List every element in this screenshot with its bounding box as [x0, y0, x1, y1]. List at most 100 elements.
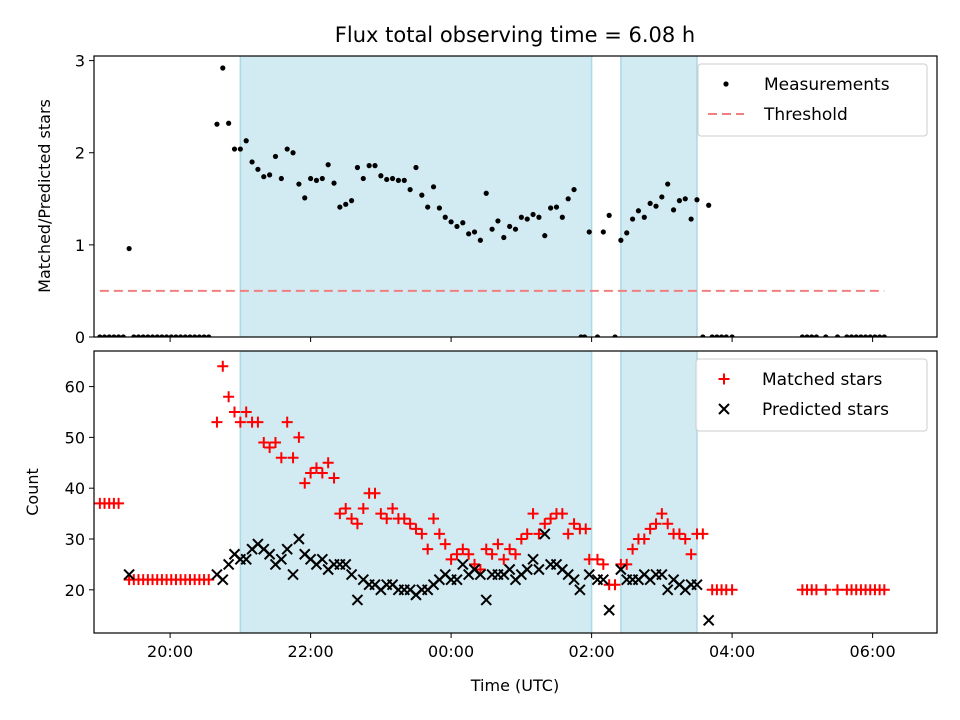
data-point: [234, 416, 246, 428]
legend-label: Measurements: [764, 75, 890, 95]
data-point: [346, 513, 358, 525]
data-point: [360, 175, 366, 182]
data-point: [284, 146, 290, 152]
data-point: [229, 406, 240, 418]
data-point: [600, 229, 606, 235]
legend-marker: [718, 373, 730, 385]
data-point: [844, 334, 850, 337]
count-y-axis-label: Count: [23, 468, 42, 516]
data-point: [834, 334, 841, 337]
data-point: [328, 472, 340, 484]
data-point: [337, 204, 343, 210]
data-point: [656, 508, 668, 520]
data-point: [281, 543, 293, 555]
data-point: [343, 201, 349, 207]
data-point: [275, 452, 287, 464]
data-point: [106, 334, 112, 337]
data-point: [489, 226, 495, 232]
data-point: [395, 177, 402, 183]
data-point: [387, 503, 399, 515]
data-point: [182, 334, 188, 337]
data-point: [580, 523, 592, 535]
data-point: [862, 334, 869, 337]
data-point: [480, 594, 492, 606]
data-point: [831, 584, 843, 596]
data-point: [486, 548, 498, 560]
data-point: [714, 334, 720, 337]
data-point: [556, 508, 568, 520]
data-point: [168, 334, 174, 337]
data-point: [823, 334, 829, 337]
data-point: [404, 518, 416, 530]
data-point: [192, 334, 198, 337]
ratio-y-axis-label: Matched/Predicted stars: [35, 99, 54, 293]
data-point: [439, 538, 451, 550]
data-point: [135, 334, 142, 337]
data-point: [597, 558, 609, 570]
data-point: [334, 508, 346, 520]
data-point: [302, 195, 308, 201]
data-point: [211, 416, 223, 428]
data-point: [524, 216, 530, 222]
data-point: [820, 584, 832, 596]
y-tick-label: 20: [65, 581, 85, 600]
data-point: [662, 518, 674, 530]
data-point: [597, 573, 610, 586]
data-point: [539, 518, 551, 530]
data-point: [673, 528, 685, 540]
data-point: [679, 533, 691, 545]
y-tick-label: 40: [65, 479, 85, 498]
data-point: [656, 568, 668, 581]
data-layer: [97, 65, 887, 337]
data-point: [433, 528, 445, 540]
x-tick-label: 20:00: [147, 642, 193, 661]
data-point: [240, 553, 252, 566]
data-point: [316, 467, 328, 479]
data-point: [527, 553, 539, 566]
data-point: [425, 204, 431, 210]
data-point: [154, 334, 160, 337]
count-panel: 20 30 40 50 60: [65, 350, 938, 638]
data-point: [709, 334, 715, 337]
data-point: [217, 360, 229, 372]
data-point: [340, 558, 352, 571]
data-point: [518, 214, 524, 220]
data-point: [287, 452, 299, 464]
data-point: [340, 503, 352, 515]
data-point: [813, 334, 820, 337]
data-point: [261, 174, 267, 180]
shaded-interval: [620, 351, 697, 633]
data-point: [612, 334, 618, 337]
data-point: [726, 584, 738, 596]
chart-title: Flux total observing time = 6.08 h: [335, 23, 695, 47]
data-point: [627, 543, 639, 555]
data-point: [629, 216, 636, 222]
data-point: [466, 231, 472, 237]
data-point: [618, 237, 624, 243]
data-point: [624, 230, 630, 236]
data-point: [351, 594, 364, 606]
data-point: [853, 334, 859, 337]
data-point: [293, 533, 305, 545]
data-point: [310, 462, 322, 474]
data-point: [503, 563, 516, 576]
data-point: [111, 334, 117, 337]
data-point: [545, 513, 557, 525]
data-point: [581, 334, 588, 337]
data-point: [521, 563, 533, 576]
data-layer: [94, 360, 890, 627]
data-point: [729, 334, 735, 337]
shaded-interval: [240, 56, 592, 337]
ratio-panel: 0 1 2 3: [75, 52, 938, 347]
data-point: [287, 568, 299, 581]
data-point: [378, 173, 384, 179]
data-point: [401, 177, 407, 183]
data-point: [237, 146, 243, 152]
data-point: [231, 146, 238, 152]
data-point: [483, 190, 489, 196]
data-point: [331, 180, 337, 186]
data-point: [533, 528, 545, 540]
data-point: [322, 457, 334, 469]
data-point: [858, 334, 864, 337]
